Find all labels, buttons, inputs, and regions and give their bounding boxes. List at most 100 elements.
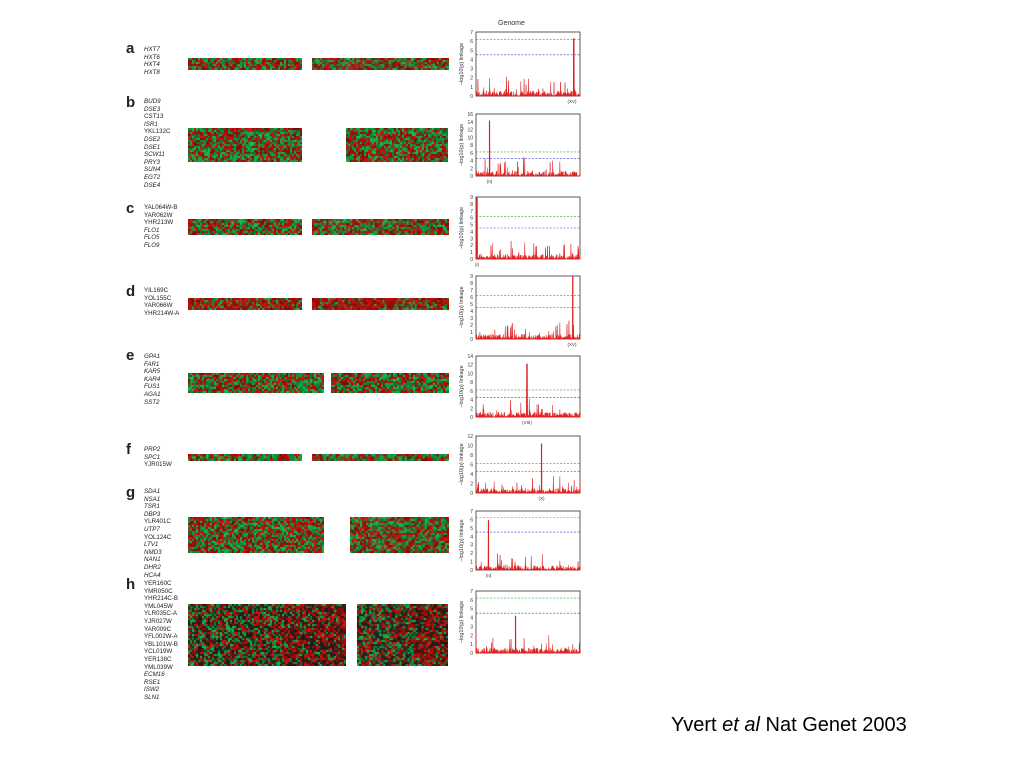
peak-chromosome-label: (I): [475, 262, 480, 267]
expression-heatmap: [188, 219, 302, 235]
gene-name: PRY3: [144, 158, 160, 166]
citation-journal: Nat Genet 2003: [759, 714, 907, 736]
y-tick-label: 10: [467, 135, 473, 141]
y-tick-label: 4: [470, 57, 473, 63]
y-axis-label: −log10(p) linkage: [459, 365, 465, 407]
expression-heatmap: [188, 128, 302, 162]
gene-name: DHR2: [144, 563, 161, 571]
gene-name: YER160C: [144, 580, 172, 587]
y-tick-label: 8: [470, 143, 473, 149]
linkage-chart: 0 1 2 3 4 5 6 7 −log10(p) linkage (XV): [459, 30, 581, 104]
expression-heatmap: [312, 219, 449, 235]
linkage-trace: [475, 363, 581, 418]
gene-name: SST2: [144, 398, 160, 406]
gene-list: YER160C YMR050C YHR214C-B YML045W YLR035C-A Y…: [144, 580, 178, 702]
gene-name: YAR066W: [144, 302, 173, 310]
y-tick-label: 2: [470, 243, 473, 249]
linkage-trace: [475, 275, 581, 340]
gene-list: SDA1 NSA1 TSR1 DBP3 YLR401C UTP7 YOL124C LTV1 NM…: [144, 488, 171, 579]
y-tick-label: 4: [470, 616, 473, 622]
y-tick-label: 14: [467, 120, 473, 126]
y-axis-label: −log10(p) linkage: [459, 519, 465, 561]
linkage-plot: 0 1 2 3 4 5 6 7 8 9 −log10(p) linkage (XV): [454, 274, 582, 349]
y-tick-label: 2: [470, 633, 473, 639]
gene-name: YOL124C: [144, 533, 172, 541]
gene-name: GPA1: [144, 353, 161, 360]
y-tick-label: 7: [470, 288, 473, 294]
expression-heatmap: [188, 298, 302, 310]
gene-list: GPA1 FAR1 KAR5 KAR4 FUS1 AGA1 SST2: [144, 353, 161, 406]
panel-letter-d: d: [126, 283, 136, 300]
expression-heatmap: [188, 604, 346, 666]
linkage-plot: 0 1 2 3 4 5 6 7 −log10(p) linkage (II): [454, 509, 582, 580]
y-axis-label: −log10(p) linkage: [459, 601, 465, 643]
y-tick-label: 7: [470, 30, 473, 36]
y-tick-label: 1: [470, 330, 473, 336]
y-tick-label: 1: [470, 642, 473, 648]
y-tick-label: 6: [470, 517, 473, 523]
y-tick-label: 2: [470, 406, 473, 412]
y-tick-label: 2: [470, 323, 473, 329]
linkage-plot: 0 2 4 6 8 10 12 −log10(p) linkage (X): [454, 434, 582, 503]
genome-title: Genome: [498, 20, 525, 27]
gene-name: AGA1: [144, 390, 161, 398]
y-tick-label: 7: [470, 589, 473, 595]
gene-name: YOL155C: [144, 294, 172, 302]
gene-list: YAL064W-B YAR062W YHR213W FLO1 FLO5 FLO9: [144, 204, 177, 250]
gene-name: YLR401C: [144, 518, 171, 526]
y-tick-label: 1: [470, 560, 473, 566]
citation: Yvert et al Nat Genet 2003: [671, 714, 907, 737]
gene-name: TSR1: [144, 503, 160, 511]
gene-name: YJR027W: [144, 617, 172, 625]
y-tick-label: 4: [470, 229, 473, 235]
y-tick-label: 5: [470, 607, 473, 613]
panel-letter-f: f: [126, 441, 131, 458]
y-tick-label: 9: [470, 274, 473, 280]
gene-name: YHR214W-A: [144, 309, 180, 317]
gene-name: SUN4: [144, 166, 161, 174]
gene-name: KAR5: [144, 368, 161, 376]
y-tick-label: 0: [470, 415, 473, 421]
y-tick-label: 4: [470, 159, 473, 165]
linkage-trace: [475, 443, 581, 494]
y-axis-label: −log10(p) linkage: [459, 286, 465, 328]
gene-list: HXT7 HXT6 HXT4 HXT8: [144, 46, 160, 76]
y-tick-label: 0: [470, 651, 473, 657]
y-tick-label: 0: [470, 94, 473, 100]
gene-name: SDA1: [144, 488, 161, 495]
peak-chromosome-label: (XV): [568, 99, 578, 104]
plot-frame: [475, 510, 581, 571]
y-tick-label: 12: [467, 128, 473, 134]
gene-name: FLO5: [144, 234, 160, 242]
gene-name: ISR1: [144, 120, 158, 128]
peak-chromosome-label: (II): [486, 573, 492, 578]
y-tick-label: 6: [470, 463, 473, 469]
plot-frame: [475, 435, 581, 494]
y-tick-label: 7: [470, 509, 473, 515]
plot-frame: [475, 355, 581, 418]
y-tick-label: 4: [470, 472, 473, 478]
linkage-trace: [475, 520, 581, 571]
gene-name: DSE1: [144, 143, 161, 151]
gene-name: DSE4: [144, 181, 161, 189]
panel-letter-a: a: [126, 40, 135, 57]
linkage-plot: 0 1 2 3 4 5 6 7 −log10(p) linkage: [454, 589, 582, 663]
gene-name: YLR035C-A: [144, 610, 178, 618]
y-tick-label: 10: [467, 444, 473, 450]
y-tick-label: 4: [470, 309, 473, 315]
y-tick-label: 0: [470, 337, 473, 343]
linkage-plot: 0 1 2 3 4 5 6 7 −log10(p) linkage (XV): [454, 30, 582, 106]
y-tick-label: 2: [470, 551, 473, 557]
gene-name: ECM16: [144, 671, 165, 679]
gene-name: YMR050C: [144, 587, 173, 595]
y-tick-label: 8: [470, 281, 473, 287]
citation-etal: et al: [722, 714, 760, 736]
panel-letter-g: g: [126, 484, 136, 501]
y-axis-label: −log10(p) linkage: [459, 43, 465, 85]
gene-name: YBL101W-B: [144, 640, 178, 648]
y-tick-label: 6: [470, 151, 473, 157]
gene-name: YCL019W: [144, 648, 173, 656]
expression-heatmap: [331, 373, 449, 393]
peak-chromosome-label: (II): [487, 179, 493, 184]
y-tick-label: 0: [470, 174, 473, 180]
